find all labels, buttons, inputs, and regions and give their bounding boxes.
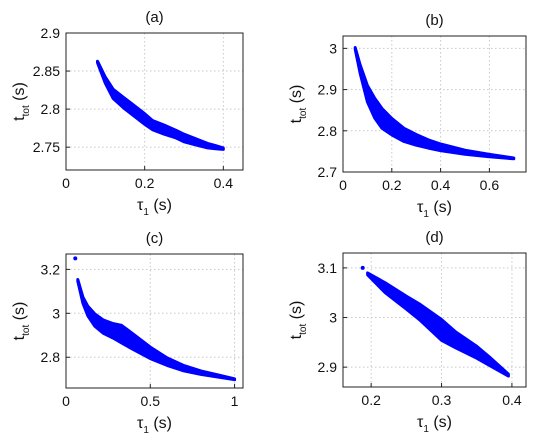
y-axis-label: ttot (s) [288,85,309,124]
axes-frame [65,32,244,171]
panel-1: 0 0.2 0.4 2.75 2.8 2.85 2.9 (a) τ1 (s) ttot (s) [11,9,244,218]
data-point [360,265,365,270]
x-tick-label: 0 [339,177,347,193]
panel-3: 0 0.5 1 2.8 3 3.2 (c) τ1 (s) ttot (s) [11,230,244,436]
x-tick-label: 0 [62,393,70,409]
y-tick-label: 3.1 [318,260,338,276]
y-tick-label: 3 [52,305,60,321]
panel-title: (b) [425,12,443,29]
data-band-1 [96,59,225,151]
axes-frame [65,253,244,389]
x-tick-label: 0.5 [141,393,161,409]
x-tick-label: 0.4 [502,392,522,408]
y-axis-label: ttot (s) [11,302,32,341]
y-axis-label: ttot (s) [288,301,309,340]
data-point [73,256,78,261]
panel-title: (c) [146,230,164,247]
y-tick-label: 2.7 [318,164,338,180]
panel-4: 0.2 0.3 0.4 2.9 3 3.1 (d) τ1 (s) ttot (s) [288,229,527,435]
y-tick-label: 2.8 [41,101,61,117]
x-tick-label: 0.2 [361,392,381,408]
panel-2: 0 0.2 0.4 0.6 2.7 2.8 2.9 3 (b) τ1 (s) ttot (s) [288,12,527,220]
x-axis-label: τ1 (s) [417,414,452,435]
y-tick-label: 2.9 [41,25,61,41]
y-tick-label: 3 [329,310,337,326]
y-tick-label: 3 [329,40,337,56]
axes-frame [342,252,527,388]
y-tick-label: 2.8 [41,349,61,365]
y-tick-label: 2.8 [318,123,338,139]
panel-title: (d) [425,229,443,246]
y-tick-label: 3.2 [41,261,61,277]
x-tick-label: 0.2 [135,175,155,191]
x-tick-label: 0 [62,175,70,191]
x-axis-label: τ1 (s) [417,199,452,220]
x-tick-label: 0.6 [480,177,500,193]
axes-frame [342,35,527,173]
y-tick-label: 2.9 [318,82,338,98]
x-tick-label: 0.2 [382,177,402,193]
data-band-1 [353,46,516,161]
y-tick-label: 2.9 [318,359,338,375]
x-tick-label: 0.3 [432,392,452,408]
panel-title: (a) [145,9,163,26]
y-axis-label: ttot (s) [11,82,32,121]
data-band-1 [366,271,510,378]
y-tick-label: 2.75 [33,139,60,155]
x-tick-label: 0.4 [431,177,451,193]
x-axis-label: τ1 (s) [137,197,172,218]
y-tick-label: 2.85 [33,63,60,79]
x-tick-label: 1 [231,393,239,409]
x-tick-label: 0.4 [214,175,234,191]
data-band-1 [76,278,237,382]
x-axis-label: τ1 (s) [137,415,172,436]
